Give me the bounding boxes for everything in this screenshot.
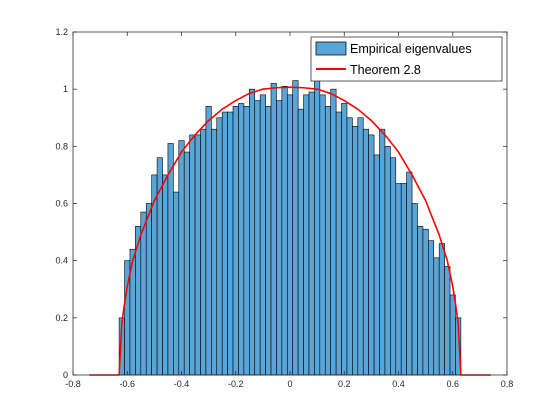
histogram-bar-45 <box>362 128 369 376</box>
y-tick-label-5: 1 <box>63 84 68 94</box>
histogram-bar-39 <box>330 88 337 376</box>
x-tick-label-1: -0.6 <box>119 379 135 389</box>
histogram-bar-60 <box>444 266 451 376</box>
theorem-curve-layer <box>89 86 491 376</box>
histogram-bar-24 <box>249 88 256 376</box>
histogram-bar-18 <box>216 117 223 376</box>
histogram-bar-16 <box>205 106 212 376</box>
y-tick-label-0: 0 <box>63 370 68 380</box>
histogram-bar-4 <box>140 211 147 376</box>
histogram-bar-41 <box>341 103 348 376</box>
y-tick-label-3: 0.6 <box>55 199 68 209</box>
legend-swatch-empirical <box>315 41 347 56</box>
histogram-bar-32 <box>292 80 299 376</box>
histogram-bar-31 <box>286 94 294 376</box>
histogram-bar-40 <box>335 111 342 376</box>
x-tick-label-4: 0 <box>287 379 292 389</box>
x-axis-ticks: -0.8 -0.6 -0.4 -0.2 0 0.2 0.4 0.6 0.8 <box>65 32 513 389</box>
histogram-bar-38 <box>324 106 331 376</box>
x-tick-label-3: -0.2 <box>228 379 244 389</box>
histogram-bar-43 <box>352 126 359 376</box>
histogram-bars <box>118 77 462 376</box>
histogram-bar-15 <box>200 128 207 376</box>
legend-label-theorem: Theorem 2.8 <box>350 63 421 77</box>
y-axis-ticks: 0 0.2 0.4 0.6 0.8 1 1.2 <box>55 27 507 380</box>
histogram-bar-37 <box>319 94 326 376</box>
histogram-bar-27 <box>265 106 272 376</box>
histogram-bar-50 <box>390 157 397 376</box>
histogram-bar-13 <box>189 134 196 376</box>
histogram-bar-54 <box>411 203 418 376</box>
histogram-bar-44 <box>357 117 364 376</box>
histogram-bar-5 <box>145 203 152 376</box>
histogram-bar-8 <box>162 174 169 376</box>
histogram-bar-33 <box>297 108 304 376</box>
histogram-bar-52 <box>400 183 407 376</box>
histogram-bar-20 <box>227 111 234 376</box>
histogram-bar-58 <box>433 257 440 376</box>
histogram-bar-47 <box>373 154 380 376</box>
histogram-bar-35 <box>308 91 315 376</box>
histogram-bar-17 <box>211 128 218 376</box>
histogram-bar-25 <box>254 100 261 376</box>
histogram-bar-56 <box>422 228 429 376</box>
x-tick-label-8: 0.8 <box>501 379 514 389</box>
histogram-bar-9 <box>167 143 174 376</box>
y-tick-label-6: 1.2 <box>55 27 68 37</box>
x-tick-label-7: 0.6 <box>446 379 459 389</box>
histogram-bar-12 <box>183 151 190 376</box>
histogram-bar-26 <box>259 94 266 376</box>
histogram-bar-48 <box>379 128 386 376</box>
histogram-bar-23 <box>243 106 250 376</box>
histogram-bar-51 <box>395 183 402 376</box>
histogram-bar-46 <box>368 134 375 376</box>
histogram-bar-29 <box>276 100 283 376</box>
histogram-bar-53 <box>406 171 413 376</box>
histogram-bar-55 <box>417 226 424 376</box>
histogram-bar-11 <box>178 140 185 376</box>
x-tick-label-2: -0.4 <box>174 379 190 389</box>
histogram-bar-21 <box>232 106 239 376</box>
histogram-bar-36 <box>314 77 321 376</box>
histogram-bar-19 <box>221 111 228 376</box>
x-tick-label-0: -0.8 <box>65 379 81 389</box>
histogram-bar-34 <box>303 94 310 376</box>
histogram-bar-28 <box>270 83 277 376</box>
histogram-bar-59 <box>438 243 445 376</box>
histogram-bar-49 <box>384 146 391 376</box>
y-tick-label-1: 0.2 <box>55 313 68 323</box>
histogram-bar-10 <box>173 191 180 376</box>
legend: Empirical eigenvalues Theorem 2.8 <box>310 36 503 82</box>
y-tick-label-2: 0.4 <box>55 256 68 266</box>
x-tick-label-5: 0.2 <box>338 379 351 389</box>
histogram-bar-57 <box>428 240 435 376</box>
y-tick-label-4: 0.8 <box>55 141 68 151</box>
legend-label-empirical: Empirical eigenvalues <box>350 42 472 56</box>
histogram-bar-61 <box>449 294 456 376</box>
x-tick-label-6: 0.4 <box>392 379 405 389</box>
histogram-bar-14 <box>194 134 201 376</box>
histogram-bar-22 <box>238 103 245 376</box>
histogram-bar-30 <box>281 86 288 376</box>
theorem-curve-line <box>89 86 491 376</box>
histogram-bar-42 <box>346 117 353 376</box>
